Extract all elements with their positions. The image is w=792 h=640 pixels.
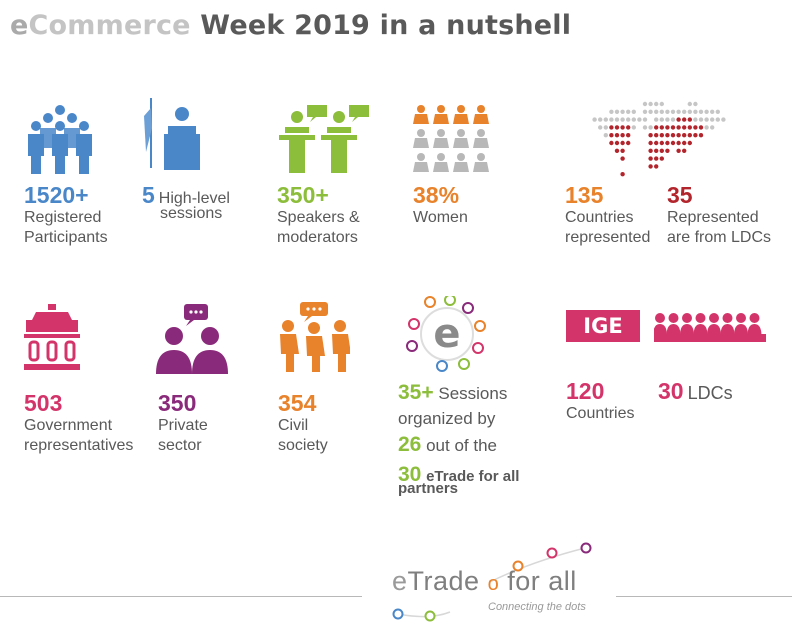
participants-stat: 1520+ Registered Participants	[24, 182, 108, 248]
sessions-label: High-level	[158, 190, 230, 207]
private-value: 350	[158, 390, 197, 416]
speakers-value: 350+	[277, 182, 329, 208]
private-sector-icon	[156, 304, 228, 374]
private-label: Private	[158, 417, 208, 434]
civil-society-icon	[280, 302, 350, 372]
out-of-text: out of the	[426, 436, 497, 455]
etrade-circle-icon: e	[406, 296, 486, 372]
private-label-2: sector	[158, 437, 202, 454]
footer-divider-right	[616, 596, 792, 597]
world-map-icon	[592, 101, 726, 177]
ige-people-icon	[654, 313, 766, 342]
speakers-label: Speakers &	[277, 209, 360, 226]
government-label-2: representatives	[24, 437, 134, 454]
organized-by-text: organized by	[398, 409, 496, 428]
civil-value: 354	[278, 390, 317, 416]
etrade-logo-text: eTrade o for all	[392, 566, 577, 596]
participants-label-2: Participants	[24, 229, 108, 246]
ige-ldcs-label: LDCs	[687, 383, 733, 403]
ldcs-value: 35	[667, 182, 693, 208]
partners-text: partners	[398, 480, 459, 497]
ige-countries-stat: 120 Countries	[566, 378, 634, 424]
etrade-logo-tagline: Connecting the dots	[488, 601, 586, 613]
sessions-stat: 5 High-level sessions	[142, 182, 230, 224]
speakers-label-2: moderators	[277, 229, 358, 246]
countries-stat: 135 Countries represented	[565, 182, 650, 248]
podium-icon	[144, 98, 200, 170]
women-grid-icon	[413, 105, 489, 172]
civil-stat: 354 Civil society	[278, 390, 328, 456]
page-title: eCommerce Week 2019 in a nutshell	[10, 10, 572, 41]
government-value: 503	[24, 390, 63, 416]
ldcs-label-2: are from LDCs	[667, 229, 772, 246]
sessions-label-2: sessions	[160, 205, 223, 222]
participants-icon	[28, 105, 92, 174]
civil-label-2: society	[278, 437, 328, 454]
countries-label-2: represented	[565, 229, 651, 246]
countries-label: Countries	[565, 209, 634, 226]
ige-ldcs-stat: 30 LDCs	[658, 378, 733, 404]
ldcs-stat: 35 Represented are from LDCs	[667, 182, 771, 248]
etrade-for-all-text: eTrade for all	[426, 468, 520, 485]
women-value: 38%	[413, 182, 460, 208]
women-stat: 38% Women	[413, 182, 468, 228]
footer-divider-left	[0, 596, 362, 597]
participants-label: Registered	[24, 209, 102, 226]
sessions-count: 35+	[398, 381, 434, 404]
government-label: Government	[24, 417, 113, 434]
speakers-stat: 350+ Speakers & moderators	[277, 182, 360, 248]
ige-countries-value: 120	[566, 378, 605, 404]
ige-badge: IGE	[566, 310, 640, 342]
government-building-icon	[24, 304, 80, 370]
countries-value: 135	[565, 182, 604, 208]
private-stat: 350 Private sector	[158, 390, 208, 456]
sessions-value: 5	[142, 182, 155, 208]
logo-dots-icon	[392, 542, 592, 622]
ldcs-label: Represented	[667, 209, 759, 226]
speakers-icon	[279, 105, 369, 173]
civil-label: Civil	[278, 417, 309, 434]
government-stat: 503 Government representatives	[24, 390, 133, 456]
svg-text:e: e	[433, 311, 460, 357]
sessions-text: Sessions	[438, 384, 508, 403]
sessions-organized-block: 35+ Sessions organized by 26 out of the …	[398, 380, 519, 496]
total-partners-count: 30	[398, 463, 422, 486]
ige-countries-label: Countries	[566, 405, 635, 422]
ige-ldcs-value: 30	[658, 378, 684, 404]
partners-count: 26	[398, 433, 422, 456]
women-label: Women	[413, 209, 468, 226]
participants-value: 1520+	[24, 182, 89, 208]
